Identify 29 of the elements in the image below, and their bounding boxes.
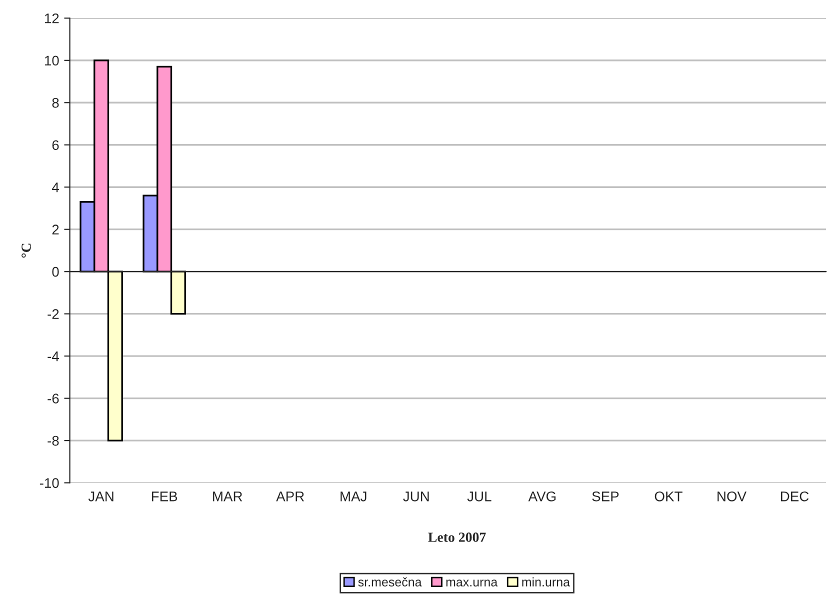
y-tick-label: -10 <box>40 478 59 488</box>
x-axis-title: Leto 2007 <box>428 532 486 542</box>
y-tick-label: -6 <box>48 394 59 404</box>
legend-label: max.urna <box>446 580 498 586</box>
x-tick-label: MAR <box>213 492 242 502</box>
x-tick-label: SEP <box>592 491 619 502</box>
y-tick-label: 10 <box>45 56 59 66</box>
y-tick-label: -4 <box>48 352 59 362</box>
y-tick-label: 2 <box>52 224 59 234</box>
y-tick-label: 8 <box>52 98 59 108</box>
x-tick-label: OKT <box>654 491 682 502</box>
x-tick-label: JAN <box>88 492 114 502</box>
legend-label: sr.mesečna <box>358 577 422 586</box>
y-axis-title: °C <box>22 244 31 258</box>
y-tick-label: -2 <box>48 309 59 319</box>
y-tick-label: 0 <box>52 266 59 277</box>
y-tick-label: 12 <box>45 13 59 24</box>
legend-label: min.urna <box>522 577 570 586</box>
x-tick-label: MAJ <box>340 492 366 502</box>
y-tick-label: 6 <box>52 140 59 150</box>
y-tick-label: -8 <box>48 436 59 446</box>
y-tick-label: 4 <box>52 182 59 192</box>
x-tick-label: APR <box>276 492 304 502</box>
x-tick-label: DEC <box>780 491 809 502</box>
x-tick-label: FEB <box>152 492 178 502</box>
x-tick-label: AVG <box>528 491 556 502</box>
x-tick-label: JUL <box>467 492 492 502</box>
x-tick-label: NOV <box>718 491 746 502</box>
x-tick-label: JUN <box>403 492 429 502</box>
